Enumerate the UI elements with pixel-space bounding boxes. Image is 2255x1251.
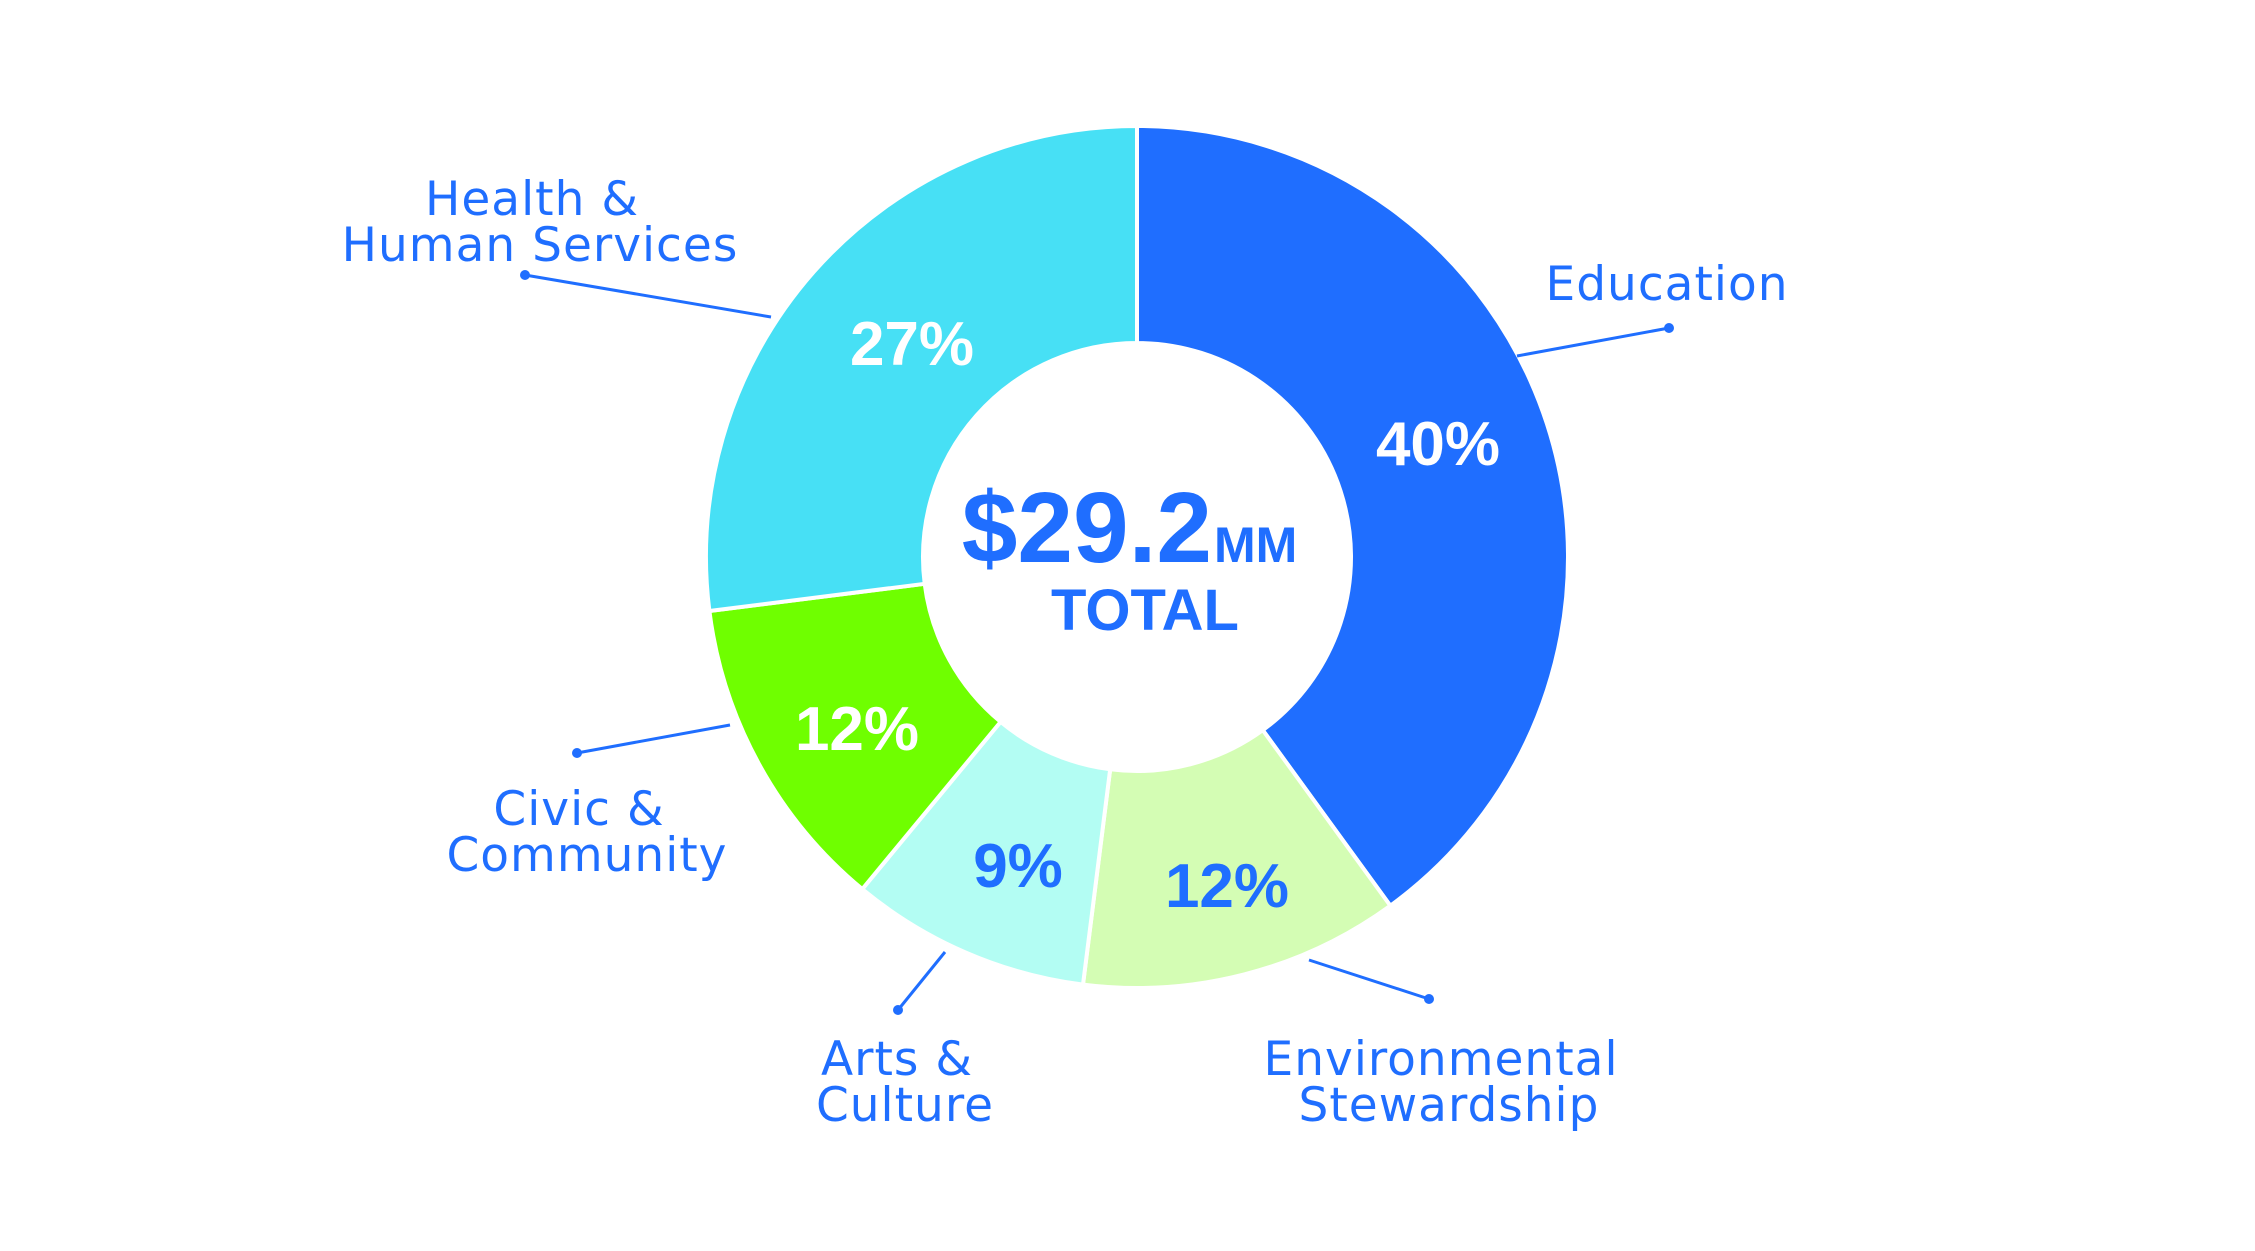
leader-line-environmental <box>1308 958 1430 1001</box>
leader-line-arts <box>896 951 947 1011</box>
leader-line-education <box>1516 326 1670 358</box>
label-civic: Civic & Community <box>446 782 727 883</box>
leader-dot-education <box>1664 323 1674 333</box>
pct-education: 40% <box>1376 410 1500 479</box>
label-education: Education <box>1546 257 1789 312</box>
pct-environmental: 12% <box>1165 852 1289 921</box>
label-environmental: Environmental Stewardship <box>1264 1032 1635 1133</box>
pct-arts: 9% <box>973 832 1063 901</box>
center-total-caption: TOTAL <box>1051 578 1239 643</box>
label-arts: Arts & Culture <box>816 1032 994 1133</box>
center-total-amount: $29.2 <box>962 472 1212 584</box>
center-total-unit: MM <box>1214 517 1297 573</box>
pct-civic: 12% <box>795 695 919 764</box>
donut-slice-health-human-services <box>704 123 1139 614</box>
donut-slice-arts-culture <box>859 719 1113 987</box>
donut-slice-environmental-stewardship <box>1080 727 1394 990</box>
label-health: Health & Human Services <box>342 172 739 273</box>
leader-line-civic <box>576 723 731 755</box>
leader-dot-environmental <box>1424 994 1434 1004</box>
donut-slice-civic-community <box>707 581 1004 892</box>
pct-health: 27% <box>850 310 974 379</box>
leader-line-health <box>524 273 772 319</box>
donut-slices <box>704 123 1570 990</box>
leader-lines <box>520 270 1674 1015</box>
leader-dot-health <box>520 270 530 280</box>
donut-slice-education <box>1135 123 1570 909</box>
leader-dot-arts <box>893 1005 903 1015</box>
leader-dot-civic <box>572 748 582 758</box>
